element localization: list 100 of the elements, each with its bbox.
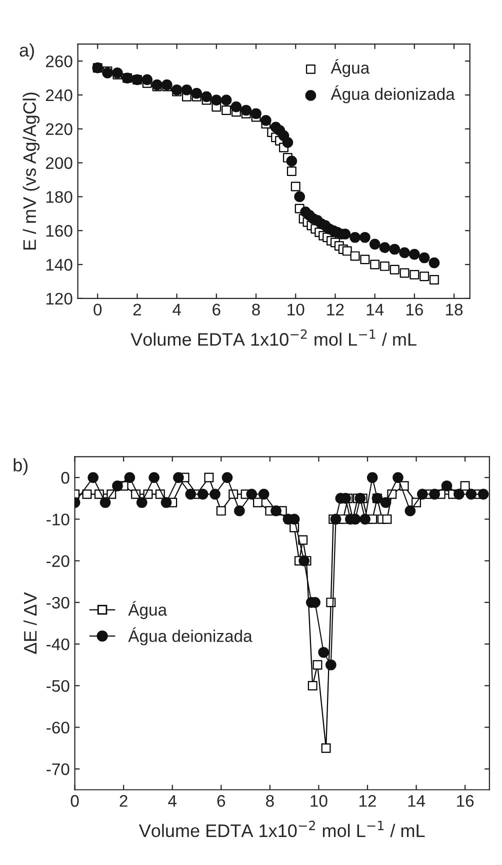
point — [270, 505, 282, 516]
point — [88, 472, 99, 483]
point — [360, 514, 370, 525]
legend-label: Água — [330, 59, 370, 78]
point — [430, 275, 439, 284]
point — [82, 489, 92, 499]
point — [286, 156, 298, 167]
point — [350, 251, 360, 261]
point — [354, 492, 366, 504]
point — [404, 505, 416, 516]
point — [201, 91, 212, 102]
y-tick-label: -10 — [46, 514, 70, 526]
point — [290, 182, 300, 192]
point — [392, 472, 404, 483]
point — [418, 252, 430, 264]
point — [112, 480, 123, 492]
point — [152, 79, 162, 90]
x-tick-label: 2 — [133, 304, 142, 316]
y-axis-title: E / mV (vs Ag/AgCl) — [22, 92, 40, 250]
point — [454, 488, 464, 500]
x-tick-label: 2 — [120, 795, 128, 807]
y-tick-label: -20 — [46, 555, 70, 567]
point — [181, 84, 192, 96]
point — [429, 488, 440, 500]
point — [370, 260, 380, 270]
point — [416, 488, 428, 500]
x-tick-label: 8 — [266, 795, 274, 807]
point — [136, 497, 148, 508]
x-tick-label: 16 — [457, 795, 474, 807]
point — [460, 481, 470, 491]
legend-label: Água deionizada — [128, 627, 252, 646]
y-tick-label: 180 — [46, 191, 72, 203]
point — [162, 79, 172, 90]
y-tick-label: 220 — [46, 123, 72, 136]
point — [240, 104, 252, 116]
point — [230, 101, 242, 112]
x-axis-title: Volume EDTA 1x10$^{−2}$ mol L$^{−1}$ / mL — [138, 820, 425, 838]
point — [260, 114, 272, 126]
point — [258, 488, 270, 500]
x-tick-label: 6 — [217, 795, 226, 807]
point — [330, 514, 342, 525]
point — [160, 497, 172, 508]
y-tick-label: 200 — [46, 157, 72, 169]
point — [100, 497, 111, 508]
point — [148, 472, 160, 483]
point — [380, 261, 390, 271]
point — [380, 497, 392, 508]
x-tick-label: 4 — [172, 304, 181, 316]
point — [420, 272, 430, 282]
point — [250, 108, 262, 120]
point — [173, 472, 184, 483]
point — [282, 137, 294, 148]
x-tick-label: 8 — [252, 304, 260, 316]
y-tick-label: -70 — [46, 763, 70, 776]
y-tick-label: 160 — [46, 225, 72, 237]
point — [234, 505, 245, 516]
point — [211, 94, 222, 106]
x-tick-label: 4 — [168, 795, 177, 807]
point — [312, 660, 322, 670]
y-tick-label: -40 — [46, 638, 70, 650]
x-tick-label: 12 — [327, 304, 344, 316]
point — [222, 472, 233, 483]
y-tick-label: 240 — [46, 89, 72, 102]
x-tick-label: 16 — [406, 304, 423, 316]
point — [342, 246, 352, 256]
point — [410, 270, 420, 280]
point — [124, 472, 136, 483]
y-tick-label: 260 — [46, 55, 72, 68]
point — [185, 488, 196, 500]
point — [409, 248, 420, 260]
point — [321, 743, 331, 753]
point — [382, 514, 392, 524]
point — [360, 232, 370, 243]
point — [298, 555, 310, 566]
point — [216, 506, 226, 516]
point — [318, 646, 330, 658]
point — [222, 106, 232, 115]
y-tick-label: -50 — [46, 680, 70, 692]
legend-label: Água deionizada — [330, 85, 455, 104]
y-tick-label: 120 — [46, 292, 72, 305]
point — [191, 88, 202, 99]
point — [220, 94, 232, 106]
legend-label: Água — [128, 601, 168, 620]
point — [253, 498, 262, 508]
point — [390, 264, 400, 274]
point — [441, 480, 452, 492]
x-tick-label: 14 — [408, 795, 426, 807]
point — [210, 488, 220, 500]
y-tick-label: -60 — [46, 722, 70, 734]
x-axis-title: Volume EDTA 1x10$^{−2}$ mol L$^{−1}$ / mL — [130, 329, 416, 346]
x-tick-label: 12 — [359, 795, 376, 807]
x-tick-label: 6 — [212, 304, 220, 316]
point — [286, 166, 296, 176]
point — [350, 232, 360, 243]
point — [478, 488, 489, 500]
text: a) — [20, 43, 34, 60]
point — [204, 472, 214, 482]
point — [400, 268, 410, 278]
x-tick-label: 14 — [366, 304, 384, 316]
point — [389, 244, 400, 255]
